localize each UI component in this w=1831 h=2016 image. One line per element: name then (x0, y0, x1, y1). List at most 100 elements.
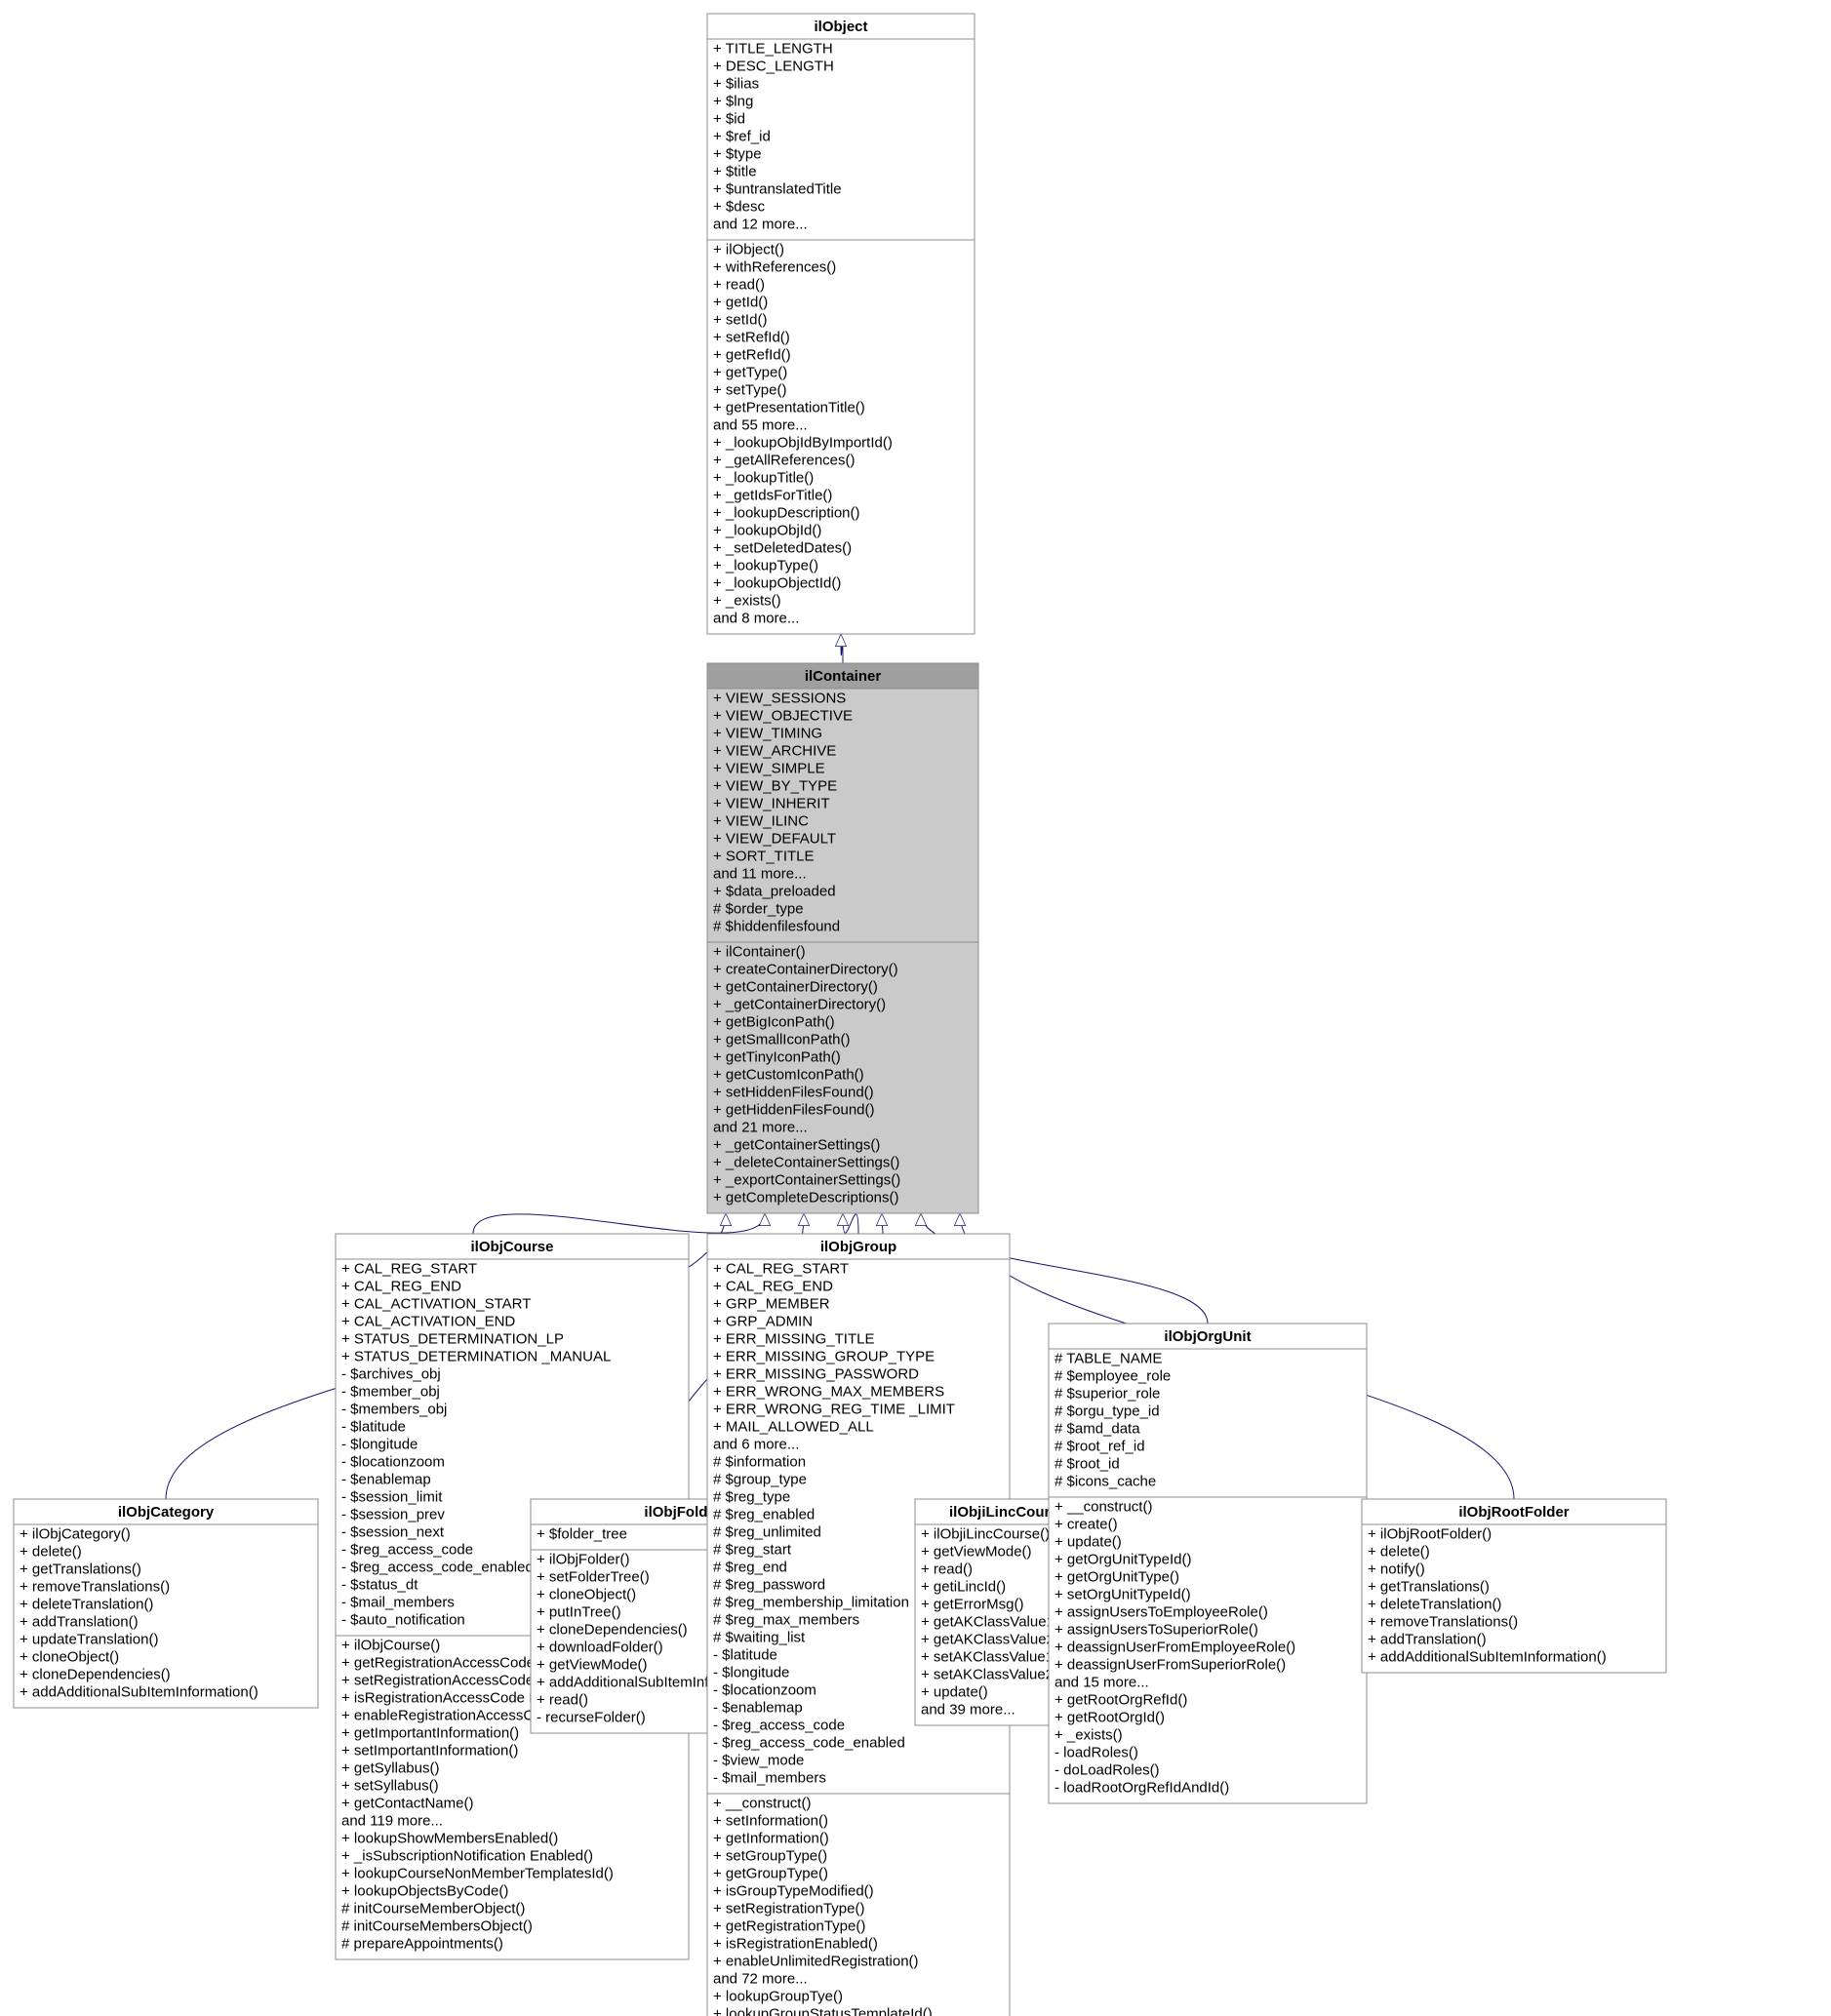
class-member: + getAKClassValue2() (921, 1631, 1064, 1647)
class-member: + getRegistrationAccessCode() (341, 1654, 544, 1671)
class-member: + setInformation() (713, 1812, 828, 1829)
class-member: + setType() (713, 381, 786, 398)
class-member: - $reg_access_code_enabled (713, 1734, 905, 1751)
class-title: ilObjCategory (118, 1504, 215, 1521)
class-member: + VIEW_SESSIONS (713, 690, 846, 706)
class-member: + CAL_REG_START (341, 1260, 477, 1277)
class-member: + getAKClassValue1() (921, 1613, 1064, 1630)
class-member: # $amd_data (1055, 1420, 1140, 1437)
class-member: + withReferences() (713, 258, 836, 275)
class-member: + enableUnlimitedRegistration() (713, 1953, 919, 1969)
class-member: - $mail_members (341, 1594, 455, 1610)
class-member: - $enablemap (341, 1471, 431, 1487)
class-member: + getViewMode() (537, 1656, 648, 1673)
class-member: - $members_obj (341, 1401, 447, 1417)
class-title: ilObjGroup (820, 1239, 896, 1255)
class-member: + deleteTranslation() (20, 1596, 153, 1612)
class-member: + getTranslations() (20, 1561, 141, 1577)
class-ilObjRootFolder: ilObjRootFolder+ ilObjRootFolder()+ dele… (1362, 1499, 1666, 1673)
class-member: - $view_mode (713, 1752, 804, 1768)
class-member: + getSyllabus() (341, 1759, 439, 1776)
class-member: + putInTree() (537, 1603, 621, 1620)
class-member: + ilObjRootFolder() (1368, 1525, 1492, 1542)
class-member: - loadRootOrgRefIdAndId() (1055, 1779, 1229, 1796)
class-member: + delete() (20, 1543, 82, 1560)
class-member: + _lookupObjId() (713, 522, 821, 538)
class-member: - $reg_access_code (341, 1541, 473, 1558)
class-member: # $orgu_type_id (1055, 1403, 1160, 1419)
class-member: + ERR_WRONG_REG_TIME _LIMIT (713, 1401, 955, 1417)
class-member: + cloneDependencies() (537, 1621, 688, 1638)
class-member: + _getContainerSettings() (713, 1136, 880, 1153)
class-member: + addAdditionalSubItemInformation() (1368, 1648, 1607, 1665)
class-member: + cloneObject() (537, 1586, 636, 1602)
class-member: + getOrgUnitTypeId() (1055, 1551, 1191, 1567)
class-title: ilContainer (805, 668, 882, 685)
class-member: - loadRoles() (1055, 1744, 1138, 1760)
class-member: + update() (921, 1683, 988, 1700)
class-member: + deassignUserFromEmployeeRole() (1055, 1639, 1295, 1655)
class-member: # $waiting_list (713, 1629, 806, 1645)
class-member: + updateTranslation() (20, 1631, 158, 1647)
class-member: + $ref_id (713, 128, 771, 144)
class-member: + getRefId() (713, 346, 791, 363)
class-member: + VIEW_INHERIT (713, 795, 830, 811)
class-member: + notify() (1368, 1561, 1425, 1577)
class-member: # $superior_role (1055, 1385, 1160, 1402)
class-member: + setFolderTree() (537, 1568, 650, 1585)
class-member: # $reg_membership_limitation (713, 1594, 909, 1610)
class-member: + CAL_REG_END (713, 1278, 833, 1294)
class-member: + VIEW_DEFAULT (713, 830, 836, 847)
class-member: + _lookupObjectId() (713, 574, 841, 591)
class-member: + setAKClassValue1() (921, 1648, 1063, 1665)
class-member: + getInformation() (713, 1830, 829, 1846)
class-title: ilObjOrgUnit (1164, 1328, 1251, 1345)
class-member: # $reg_unlimited (713, 1523, 821, 1540)
class-member: - $enablemap (713, 1699, 803, 1716)
class-member: + isRegistrationEnabled() (713, 1935, 878, 1952)
class-member: - $locationzoom (713, 1681, 816, 1698)
class-member: - $reg_access_code_enabled (341, 1559, 534, 1575)
class-member: + CAL_REG_END (341, 1278, 461, 1294)
edge-ilObjGroup-to-ilContainer (843, 1213, 858, 1234)
class-member: + CAL_ACTIVATION_END (341, 1313, 515, 1329)
class-member: + lookupGroupStatusTemplateId() (713, 2005, 933, 2016)
class-member: + setId() (713, 311, 767, 328)
class-member: + DESC_LENGTH (713, 58, 834, 74)
class-member: + $folder_tree (537, 1525, 627, 1542)
class-member: - $session_prev (341, 1506, 445, 1522)
class-member: # $reg_password (713, 1576, 825, 1593)
class-member: + ilObjCourse() (341, 1637, 440, 1653)
class-member: + lookupShowMembersEnabled() (341, 1830, 558, 1846)
edge-ilObjCourse-to-ilContainer (473, 1213, 765, 1234)
class-member: # TABLE_NAME (1055, 1350, 1162, 1366)
class-title: ilObjCourse (470, 1239, 553, 1255)
class-member: + CAL_ACTIVATION_START (341, 1295, 531, 1312)
class-member: + VIEW_OBJECTIVE (713, 707, 853, 724)
class-member: - $mail_members (713, 1769, 826, 1786)
class-member: + getSmallIconPath() (713, 1031, 851, 1048)
class-member: + CAL_REG_START (713, 1260, 849, 1277)
class-ilObjCategory: ilObjCategory+ ilObjCategory()+ delete()… (14, 1499, 318, 1708)
class-member: + cloneObject() (20, 1648, 119, 1665)
class-member: - $locationzoom (341, 1453, 445, 1470)
class-member: - $status_dt (341, 1576, 418, 1593)
class-member: - $latitude (341, 1418, 406, 1435)
class-member: + getCompleteDescriptions() (713, 1189, 899, 1206)
class-member: # $employee_role (1055, 1367, 1171, 1384)
class-member: + ERR_MISSING_GROUP_TYPE (713, 1348, 935, 1364)
class-member: # $reg_enabled (713, 1506, 815, 1522)
class-member: + setHiddenFilesFound() (713, 1084, 874, 1100)
class-member: + removeTranslations() (1368, 1613, 1518, 1630)
class-member: and 6 more... (713, 1436, 799, 1452)
class-member: # $information (713, 1453, 806, 1470)
class-member: + setSyllabus() (341, 1777, 439, 1794)
class-member: + TITLE_LENGTH (713, 40, 833, 57)
class-member: + ilObjFolder() (537, 1551, 629, 1567)
class-member: # $group_type (713, 1471, 807, 1487)
class-member: + $ilias (713, 75, 759, 92)
class-member: + getOrgUnitType() (1055, 1568, 1179, 1585)
class-member: and 55 more... (713, 416, 808, 433)
class-member: # initCourseMemberObject() (341, 1900, 525, 1917)
class-member: # prepareAppointments() (341, 1935, 503, 1952)
